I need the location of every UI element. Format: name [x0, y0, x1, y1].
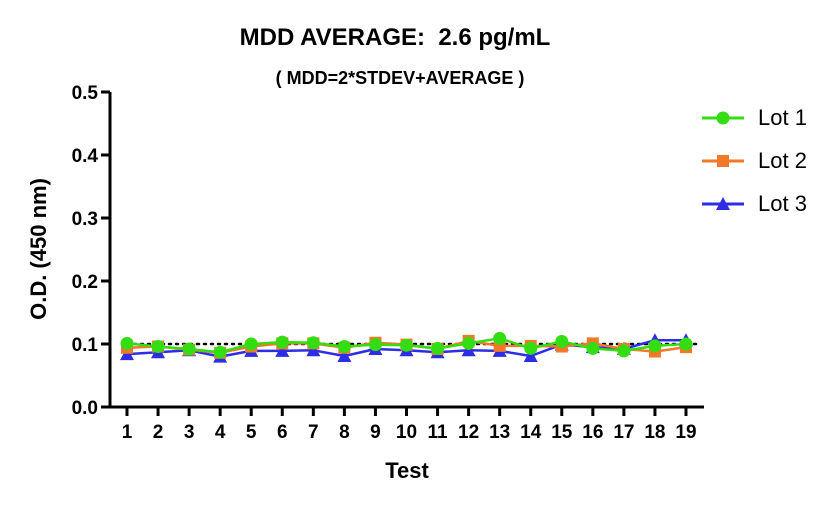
data-point-lot-1 — [555, 334, 569, 348]
series-lot-1 — [120, 331, 693, 359]
data-point-lot-1 — [306, 336, 320, 350]
legend-label-lot-1: Lot 1 — [758, 104, 807, 130]
x-tick-label: 15 — [551, 422, 573, 443]
x-tick-label: 17 — [613, 422, 634, 443]
data-point-lot-3 — [306, 343, 321, 357]
data-point-lot-1 — [400, 338, 413, 352]
data-point-lot-1 — [679, 337, 693, 351]
legend-label-lot-3: Lot 3 — [758, 190, 807, 216]
x-tick-label: 2 — [153, 422, 164, 443]
x-tick-label: 8 — [339, 422, 350, 443]
data-point-lot-3 — [523, 348, 538, 362]
y-tick-label: 0.2 — [72, 272, 98, 293]
x-tick-label: 1 — [122, 422, 133, 443]
legend-item-lot-1: Lot 1 — [700, 96, 807, 139]
x-tick-label: 7 — [308, 422, 319, 443]
series-group — [120, 331, 693, 363]
legend: Lot 1 Lot 2 Lot 3 — [700, 96, 807, 225]
x-tick-label: 11 — [428, 422, 449, 443]
data-point-lot-1 — [213, 345, 227, 359]
x-tick-label: 3 — [184, 422, 195, 443]
y-tick-label: 0.5 — [72, 83, 99, 104]
axes: 0.00.10.20.30.40.51 2 3 4 5 6 7 8 9 10 11 12 13 14 15 1… — [72, 83, 704, 443]
data-point-lot-1 — [182, 342, 196, 356]
legend-item-lot-2: Lot 2 — [700, 139, 807, 182]
x-tick-label: 18 — [644, 422, 665, 443]
data-point-lot-1 — [244, 337, 258, 351]
y-axis-title: O.D. (450 nm) — [26, 178, 51, 320]
x-tick-label: 4 — [215, 422, 226, 443]
y-tick-label: 0.3 — [72, 209, 98, 230]
legend-item-lot-3: Lot 3 — [700, 182, 807, 225]
data-point-lot-1 — [337, 340, 351, 354]
data-point-lot-1 — [493, 331, 507, 345]
x-tick-label: 9 — [370, 422, 381, 443]
x-tick-label: 19 — [675, 422, 696, 443]
y-tick-label: 0.0 — [72, 398, 98, 419]
data-point-lot-3 — [337, 348, 352, 362]
data-point-lot-1 — [462, 336, 476, 350]
x-tick-label: 10 — [396, 422, 417, 443]
data-point-lot-1 — [368, 338, 382, 352]
data-point-lot-1 — [151, 340, 165, 354]
x-tick-label: 16 — [582, 422, 603, 443]
legend-swatch-lot-2 — [702, 154, 744, 167]
legend-swatch-lot-1 — [702, 111, 744, 124]
y-tick-label: 0.1 — [72, 335, 99, 356]
data-point-lot-1 — [617, 344, 631, 358]
data-point-lot-1 — [275, 335, 289, 349]
x-axis-title: Test — [385, 458, 429, 483]
chart-subtitle: ( MDD=2*STDEV+AVERAGE ) — [275, 68, 525, 88]
legend-label-lot-2: Lot 2 — [758, 147, 807, 173]
chart-title: MDD AVERAGE: 2.6 pg/mL — [239, 24, 551, 51]
x-tick-label: 12 — [458, 422, 479, 443]
x-tick-label: 13 — [489, 422, 510, 443]
x-tick-label: 14 — [520, 422, 542, 443]
data-point-lot-1 — [120, 336, 134, 350]
y-tick-label: 0.4 — [72, 146, 99, 167]
data-point-lot-1 — [586, 341, 600, 355]
x-tick-label: 5 — [246, 422, 257, 443]
data-point-lot-1 — [524, 341, 538, 355]
data-point-lot-1 — [648, 339, 662, 353]
data-point-lot-3 — [275, 343, 290, 357]
data-point-lot-1 — [431, 341, 445, 355]
x-tick-label: 6 — [277, 422, 288, 443]
legend-swatch-lot-3 — [702, 196, 744, 210]
